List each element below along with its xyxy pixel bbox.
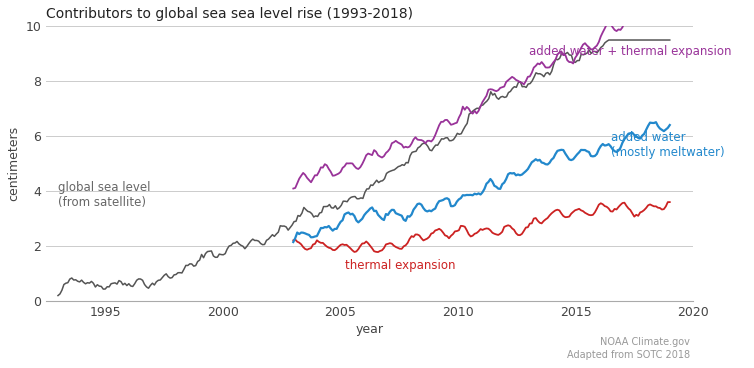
Text: thermal expansion: thermal expansion (345, 259, 455, 272)
Text: NOAA Climate.gov
Adapted from SOTC 2018: NOAA Climate.gov Adapted from SOTC 2018 (567, 337, 690, 360)
Text: global sea level
(from satellite): global sea level (from satellite) (58, 181, 151, 209)
Text: added water + thermal expansion: added water + thermal expansion (529, 45, 731, 58)
Y-axis label: centimeters: centimeters (7, 126, 20, 201)
Text: Contributors to global sea sea level rise (1993-2018): Contributors to global sea sea level ris… (46, 7, 413, 21)
Text: added water
(mostly meltwater): added water (mostly meltwater) (611, 131, 725, 159)
X-axis label: year: year (356, 323, 384, 336)
